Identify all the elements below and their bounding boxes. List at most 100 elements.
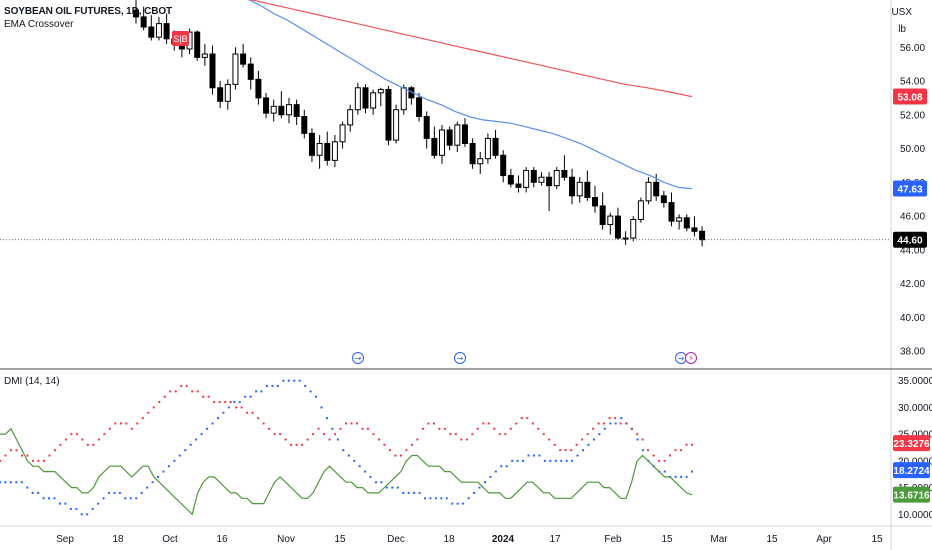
candle-down	[446, 129, 453, 146]
minus-di-badge-bg	[893, 435, 930, 452]
plus-di-point	[451, 502, 454, 505]
plus-di-point	[674, 475, 677, 478]
minus-di-point	[218, 401, 221, 404]
minus-di-point	[317, 427, 320, 430]
plus-di-point	[102, 497, 105, 500]
candle-down	[140, 16, 147, 28]
price-pane[interactable]: S|B	[0, 0, 891, 247]
plus-di-point	[118, 491, 121, 494]
plus-di-point	[325, 417, 328, 420]
unit-label[interactable]: lb	[898, 24, 906, 35]
plus-di-point	[173, 459, 176, 462]
time-tick-label: 15	[334, 534, 346, 545]
candle-up	[347, 109, 354, 126]
minus-di-point	[416, 438, 419, 441]
time-tick-label: Sep	[56, 534, 74, 545]
plus-di-point	[260, 390, 263, 393]
minus-di-point	[125, 422, 128, 425]
minus-di-point	[48, 454, 51, 457]
arrow-right-circle-icon[interactable]: →	[675, 352, 687, 364]
lightning-circle-icon[interactable]: ⚡	[685, 352, 697, 364]
minus-di-point	[526, 417, 529, 420]
plus-di-point	[358, 465, 361, 468]
minus-di-point	[636, 433, 639, 436]
ema-fast-badge-bg	[893, 180, 927, 197]
minus-di-point	[575, 443, 578, 446]
minus-di-point	[597, 422, 600, 425]
minus-di-point	[147, 411, 150, 414]
minus-di-point	[388, 449, 391, 452]
minus-di-point	[669, 454, 672, 457]
minus-di-point	[9, 449, 12, 452]
candle-up	[393, 109, 400, 141]
minus-di-point	[323, 433, 326, 436]
time-tick-label: Apr	[816, 534, 832, 545]
price-tick-label: 50.00	[900, 144, 925, 155]
minus-di-point	[608, 417, 611, 420]
time-axis[interactable]: Sep 18 Oct 16 Nov 15 Dec 18 2024 17 Feb 15 Mar 15 Apr 1…	[56, 534, 883, 545]
candle-up	[454, 124, 461, 146]
minus-di-point	[619, 422, 622, 425]
minus-di-point	[26, 454, 29, 457]
minus-di-point	[685, 443, 688, 446]
minus-di-point	[235, 406, 238, 409]
minus-di-point	[108, 427, 111, 430]
arrow-right-circle-icon[interactable]: →	[352, 352, 364, 364]
minus-di-point	[652, 454, 655, 457]
minus-di-point	[471, 433, 474, 436]
ema-indicator-label[interactable]: EMA Crossover	[4, 19, 74, 30]
ema-slow-badge-text: 53.08	[897, 93, 922, 104]
currency-label[interactable]: USX	[891, 7, 912, 18]
minus-di-point	[20, 454, 23, 457]
minus-di-point	[81, 438, 84, 441]
plus-di-point	[380, 481, 383, 484]
candle-up	[316, 142, 323, 156]
plus-di-point	[86, 513, 89, 516]
candle-down	[469, 142, 476, 165]
arrow-right-circle-icon[interactable]: →	[454, 352, 466, 364]
candle-up	[676, 217, 683, 222]
plus-di-point	[31, 491, 34, 494]
minus-di-badge: 23.3276	[893, 435, 930, 452]
minus-di-point	[163, 395, 166, 398]
candle-down	[431, 137, 438, 156]
minus-di-point	[0, 459, 1, 462]
arrow-right-circle-icon-glyph: →	[678, 354, 685, 363]
minus-di-point	[399, 454, 402, 457]
candle-up	[622, 237, 629, 240]
plus-di-point	[282, 379, 285, 382]
plus-di-point	[287, 379, 290, 382]
minus-di-point	[70, 433, 73, 436]
minus-di-point	[487, 422, 490, 425]
dmi-indicator-label[interactable]: DMI (14, 14)	[4, 376, 60, 387]
time-tick-label: 15	[661, 534, 673, 545]
plus-di-point	[353, 459, 356, 462]
event-markers[interactable]: → → → ⚡	[352, 352, 697, 364]
plus-di-point	[222, 411, 225, 414]
plus-di-point	[680, 475, 683, 478]
price-tick-label: 52.00	[900, 110, 925, 121]
minus-di-point	[504, 433, 507, 436]
minus-di-point	[229, 401, 232, 404]
plus-di-point	[374, 481, 377, 484]
plus-di-point	[587, 443, 590, 446]
minus-di-point	[674, 449, 677, 452]
dmi-pane[interactable]	[0, 379, 693, 516]
minus-di-point	[246, 411, 249, 414]
plus-di-point	[560, 459, 563, 462]
plus-di-point	[48, 497, 51, 500]
plus-di-point	[636, 438, 639, 441]
time-tick-label: 18	[112, 534, 124, 545]
minus-di-point	[427, 422, 430, 425]
minus-di-point	[251, 411, 254, 414]
minus-di-point	[268, 427, 271, 430]
signal-badge: S|B	[172, 31, 189, 46]
plus-di-point	[135, 497, 138, 500]
plus-di-point	[429, 497, 432, 500]
minus-di-point	[553, 443, 556, 446]
plus-di-point	[582, 449, 585, 452]
plus-di-point	[462, 502, 465, 505]
symbol-title[interactable]: SOYBEAN OIL FUTURES, 1D, CBOT	[4, 6, 173, 17]
plus-di-point	[418, 491, 421, 494]
price-tick-label: 38.00	[900, 347, 925, 358]
